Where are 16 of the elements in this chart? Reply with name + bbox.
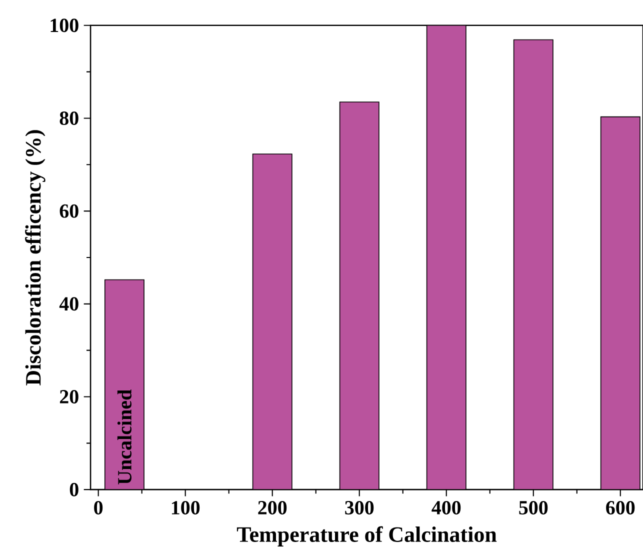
x-tick-label: 100 [172,500,200,514]
x-tick-label: 400 [432,500,461,514]
y-tick-label: 40 [59,297,78,311]
y-tick-label: 20 [60,390,78,404]
x-tick-label: 200 [258,500,287,514]
x-tick-label: 300 [345,500,374,514]
y-tick-label: 60 [60,204,78,218]
x-tick-label: 500 [519,500,548,514]
x-axis-title: Temperature of Calcination [236,526,497,546]
x-tick-label: 600 [606,500,635,514]
y-tick-label: 0 [70,482,78,496]
y-axis-title: Discoloration efficency (%) [25,130,46,386]
x-tick-label: 0 [94,500,103,514]
y-tick-label: 80 [60,111,78,125]
y-tick-label: 100 [50,18,78,32]
annotation: Uncalcined [117,390,132,484]
